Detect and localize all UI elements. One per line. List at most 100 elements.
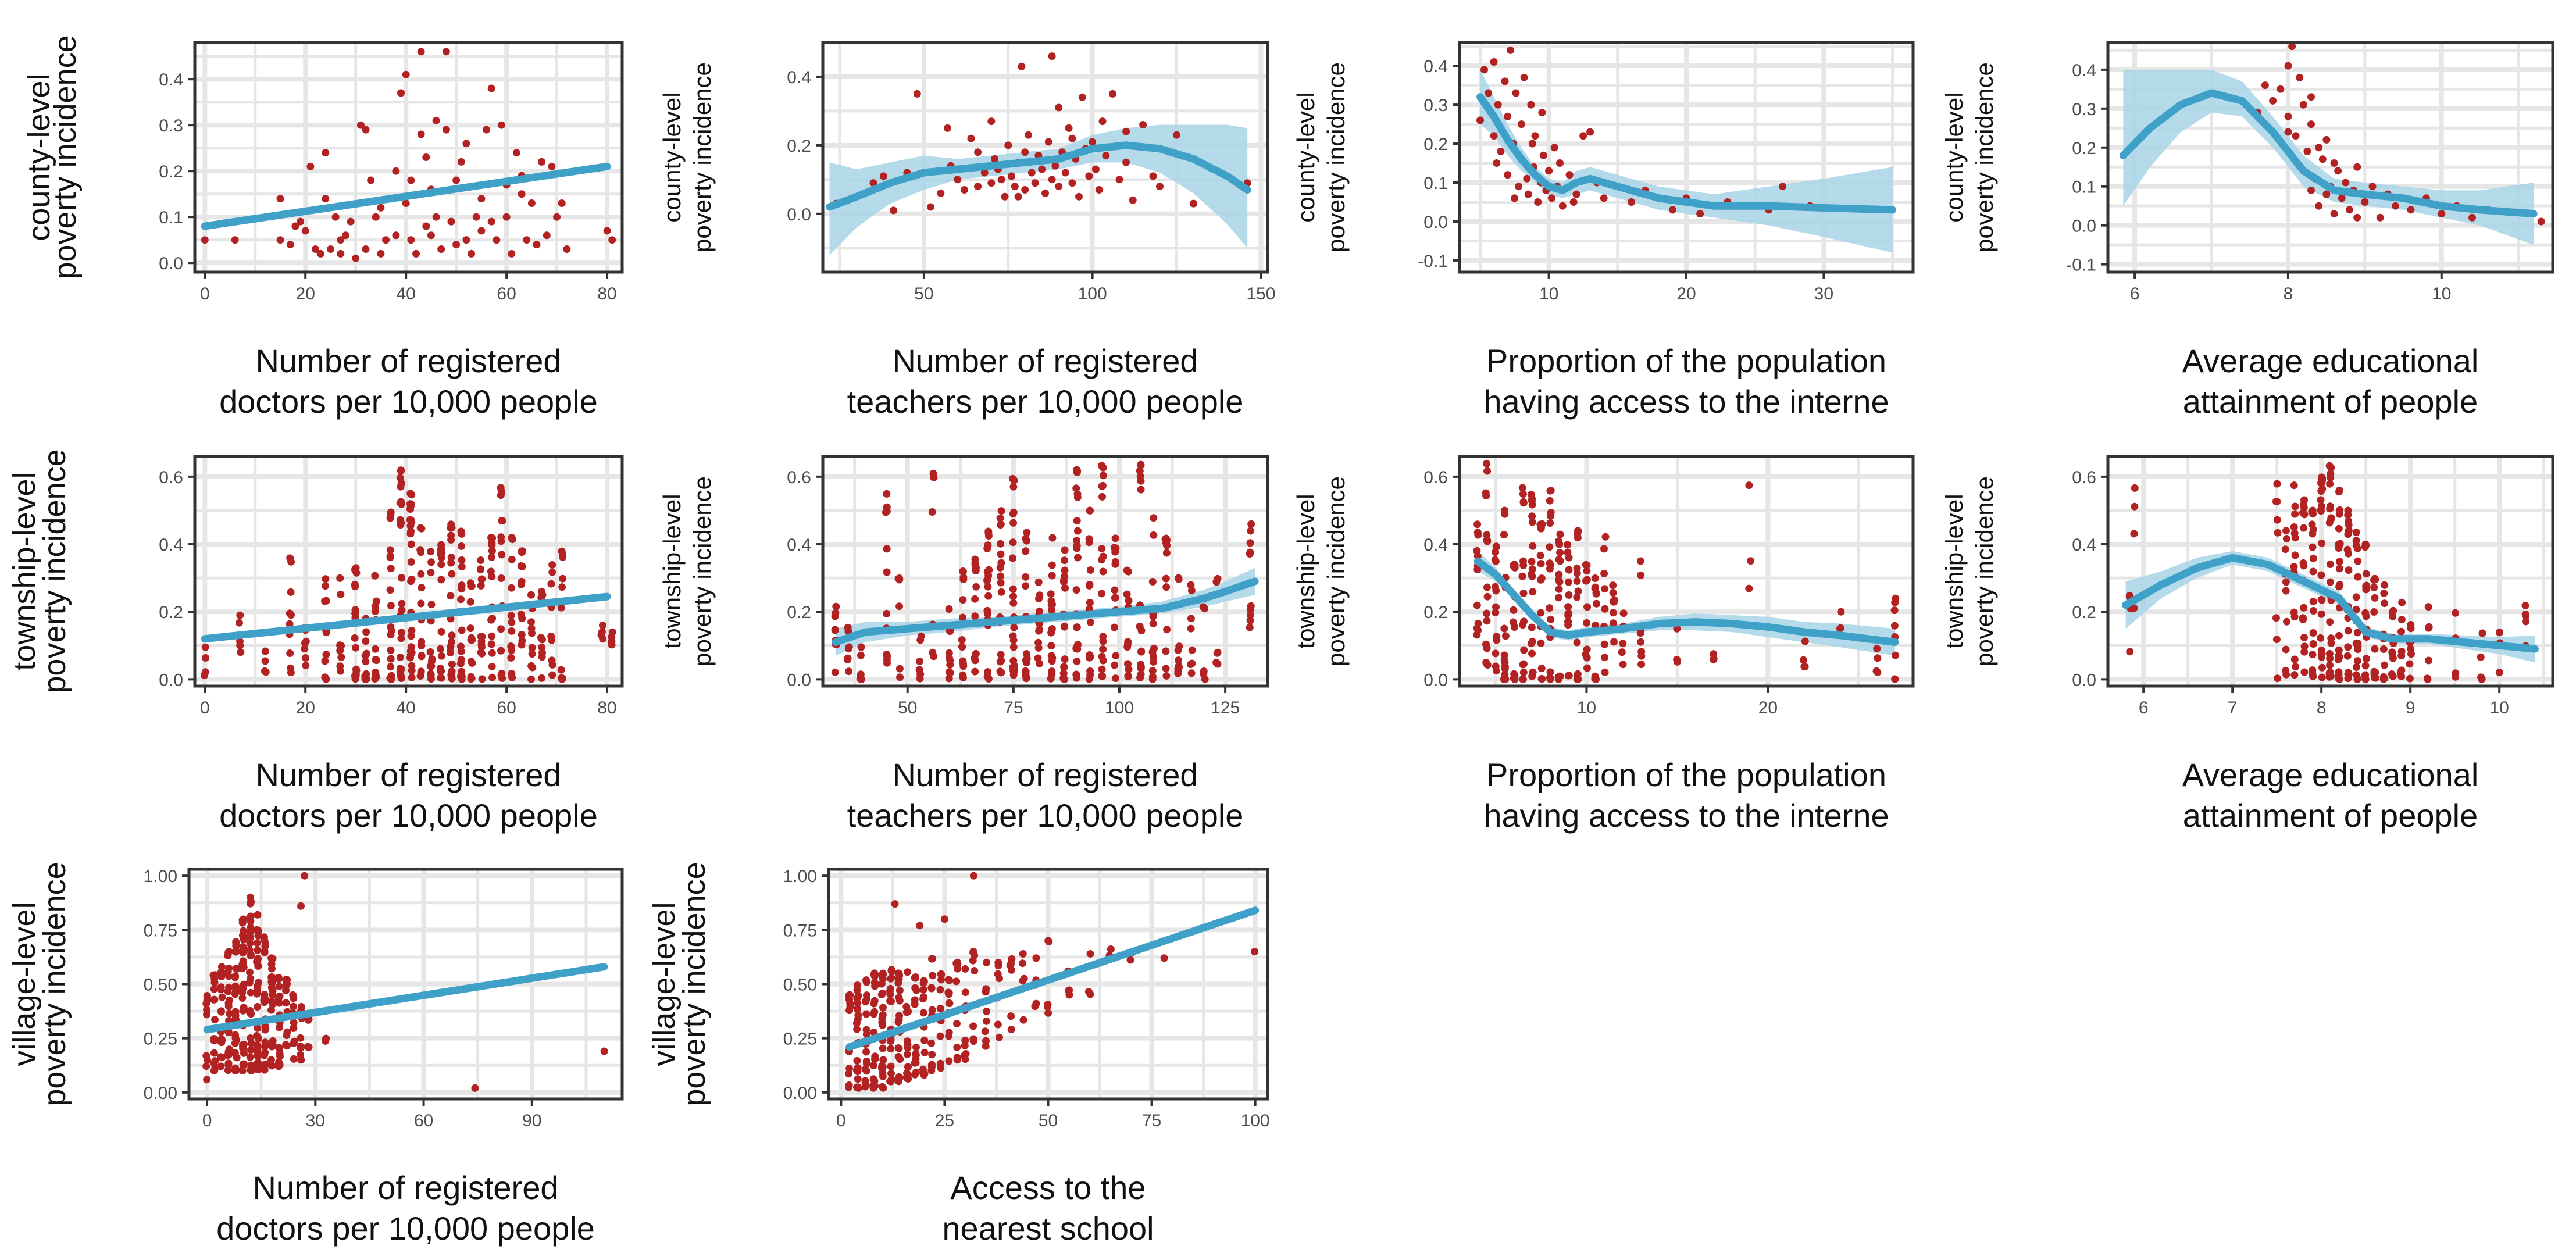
data-point <box>1573 638 1581 647</box>
data-point <box>1148 577 1157 586</box>
panel-county-teachers: 50 100 150 0.0 0.2 0.4 Number of registered tea… <box>658 41 1275 420</box>
data-point <box>1579 132 1587 140</box>
data-point <box>1520 646 1528 654</box>
data-point <box>336 574 344 582</box>
data-point <box>528 650 536 658</box>
data-point <box>1041 189 1049 197</box>
data-point <box>844 627 852 636</box>
data-point <box>407 632 415 640</box>
data-point <box>254 1045 262 1054</box>
data-point <box>1550 144 1558 152</box>
data-point <box>2352 663 2360 671</box>
data-point <box>1187 624 1195 633</box>
data-point <box>2303 148 2311 155</box>
data-point <box>452 241 461 249</box>
data-point <box>2290 481 2298 490</box>
data-point <box>1038 165 1046 173</box>
data-point <box>916 658 923 665</box>
data-point <box>396 474 404 482</box>
y-axis-label: poverty incidence <box>688 476 716 666</box>
data-point <box>895 1016 903 1024</box>
data-point <box>367 176 375 184</box>
data-point <box>302 654 310 662</box>
data-point <box>2381 599 2389 608</box>
data-point <box>231 1008 240 1016</box>
data-point <box>267 984 276 992</box>
data-point <box>1148 648 1157 656</box>
x-axis-label: Average educational <box>2182 756 2479 793</box>
data-point <box>1583 664 1591 672</box>
data-point <box>1564 617 1572 626</box>
data-point <box>1556 672 1564 680</box>
linear-fit-line <box>201 162 611 230</box>
data-point <box>997 176 1005 184</box>
data-point <box>599 622 606 629</box>
data-point <box>1188 646 1196 654</box>
data-point <box>2300 668 2309 676</box>
data-point <box>2354 573 2362 581</box>
data-point <box>447 671 455 679</box>
data-point <box>2362 655 2370 663</box>
data-point <box>304 1016 312 1024</box>
data-point <box>1537 609 1545 617</box>
data-point <box>2389 612 2397 620</box>
data-point <box>2353 163 2361 171</box>
data-point <box>1892 594 1900 602</box>
data-point <box>1251 948 1258 956</box>
data-point <box>254 1063 262 1071</box>
data-point <box>457 656 465 663</box>
data-point <box>488 632 496 640</box>
data-point <box>936 1005 944 1012</box>
data-point <box>1483 592 1492 601</box>
data-point <box>853 1025 861 1033</box>
data-point <box>477 633 485 641</box>
data-point <box>1528 518 1536 526</box>
data-point <box>397 519 405 527</box>
data-point <box>1537 520 1546 529</box>
data-point <box>2363 581 2371 590</box>
data-point <box>268 1062 276 1070</box>
data-point <box>2325 669 2334 677</box>
plot-content <box>831 460 1259 683</box>
data-point <box>210 995 219 1004</box>
data-point <box>1511 675 1519 683</box>
data-point <box>226 996 234 1004</box>
x-tick-label: 6 <box>2139 698 2149 717</box>
data-point <box>297 217 305 226</box>
data-point <box>895 986 904 994</box>
data-point <box>1007 960 1015 968</box>
data-point <box>517 562 525 570</box>
data-point <box>982 988 990 996</box>
data-point <box>1528 497 1536 505</box>
data-point <box>883 568 891 576</box>
data-point <box>225 964 233 972</box>
y-tick-label: 0.4 <box>1423 57 1448 76</box>
plot-content <box>2122 462 2539 683</box>
data-point <box>427 558 436 566</box>
data-point <box>527 675 535 683</box>
data-point <box>2290 529 2299 537</box>
data-point <box>1086 566 1094 574</box>
scatter-points <box>201 466 616 683</box>
data-point <box>2315 202 2323 210</box>
x-tick-label: 0 <box>200 698 210 717</box>
data-point <box>2345 670 2353 679</box>
data-point <box>2353 213 2361 222</box>
data-point <box>857 643 865 651</box>
x-tick-label: 25 <box>935 1111 954 1130</box>
data-point <box>1510 606 1518 614</box>
data-point <box>392 167 400 175</box>
data-point <box>254 1003 262 1011</box>
data-point <box>2371 669 2379 677</box>
data-point <box>290 1039 298 1047</box>
data-point <box>1086 667 1094 675</box>
data-point <box>254 911 262 919</box>
data-point <box>528 644 536 652</box>
data-point <box>994 1020 1002 1029</box>
data-point <box>1637 571 1645 579</box>
data-point <box>1246 623 1254 631</box>
data-point <box>239 1060 247 1068</box>
data-point <box>1072 537 1080 545</box>
data-point <box>895 975 903 983</box>
data-point <box>2389 606 2397 615</box>
